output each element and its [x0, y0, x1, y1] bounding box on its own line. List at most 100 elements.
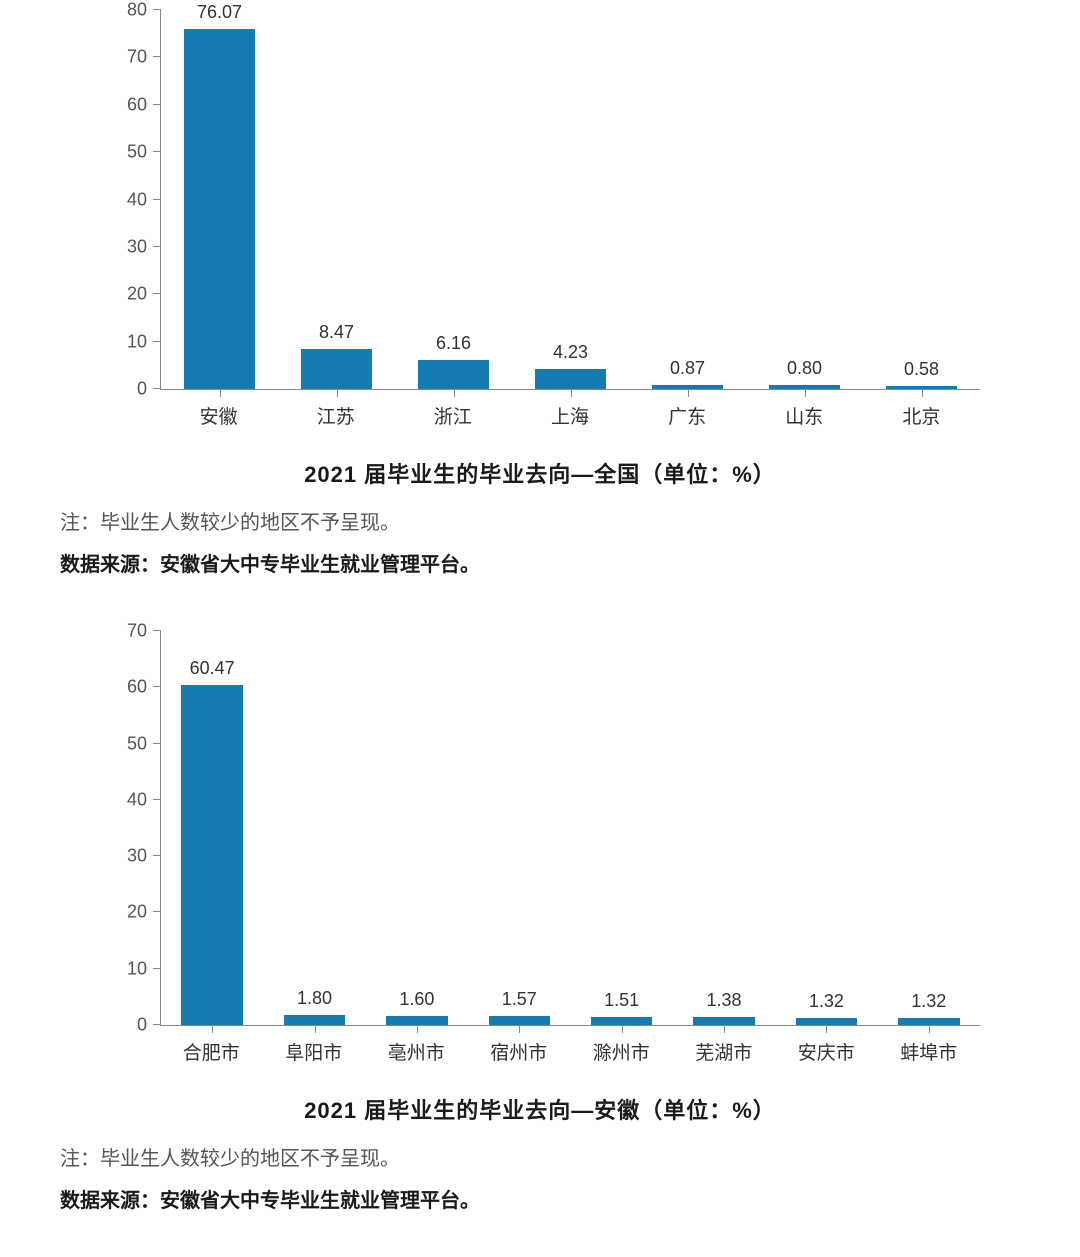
ytick-label: 70: [127, 621, 147, 642]
bar: 0.58: [886, 386, 956, 389]
xtick-mark: [826, 1025, 827, 1033]
ytick-label: 70: [127, 47, 147, 68]
bar-value-label: 0.80: [787, 358, 822, 379]
ytick-mark: [153, 341, 161, 342]
bar: 1.38: [693, 1017, 754, 1025]
bar-value-label: 1.38: [707, 990, 742, 1011]
xtick-mark: [622, 1025, 623, 1033]
bar-value-label: 60.47: [190, 658, 235, 679]
ytick-mark: [153, 104, 161, 105]
ytick-mark: [153, 9, 161, 10]
bar-slot: 1.60: [366, 631, 468, 1025]
bar: 1.32: [796, 1018, 857, 1025]
xtick-mark: [315, 1025, 316, 1033]
ytick-mark: [153, 799, 161, 800]
xlabel: 山东: [746, 402, 863, 429]
bar-value-label: 1.51: [604, 990, 639, 1011]
ytick-label: 60: [127, 94, 147, 115]
bar: 1.51: [591, 1017, 652, 1025]
bars-row: 76.078.476.164.230.870.800.58: [161, 10, 980, 389]
xlabel: 阜阳市: [263, 1038, 366, 1065]
xlabels-row: 安徽江苏浙江上海广东山东北京: [160, 402, 980, 429]
bar-value-label: 0.87: [670, 358, 705, 379]
bar-slot: 0.58: [863, 10, 980, 389]
note-text: 毕业生人数较少的地区不予呈现。: [100, 512, 400, 534]
bar: 6.16: [418, 360, 488, 389]
chart-block-1: 01020304050607060.471.801.601.571.511.38…: [0, 621, 1080, 1217]
bar-value-label: 0.58: [904, 359, 939, 380]
source-text: 安徽省大中专毕业生就业管理平台。: [160, 1190, 480, 1212]
note-prefix: 注：: [60, 1148, 100, 1170]
bar-slot: 0.80: [746, 10, 863, 389]
chart-title: 2021 届毕业生的毕业去向—全国（单位：%）: [60, 457, 1020, 489]
ytick-mark: [153, 686, 161, 687]
xlabel: 上海: [511, 402, 628, 429]
ytick-mark: [153, 743, 161, 744]
ytick-label: 0: [137, 1015, 147, 1036]
ytick-mark: [153, 293, 161, 294]
chart-area: 01020304050607060.471.801.601.571.511.38…: [160, 631, 980, 1065]
source-text: 安徽省大中专毕业生就业管理平台。: [160, 554, 480, 576]
bar: 60.47: [181, 685, 242, 1025]
xtick-mark: [519, 1025, 520, 1033]
bar-slot: 1.51: [571, 631, 673, 1025]
ytick-mark: [153, 968, 161, 969]
bar-value-label: 4.23: [553, 342, 588, 363]
ytick-label: 20: [127, 902, 147, 923]
bar-value-label: 76.07: [197, 2, 242, 23]
bar-slot: 1.32: [878, 631, 980, 1025]
ytick-label: 30: [127, 236, 147, 257]
xtick-mark: [417, 1025, 418, 1033]
xlabel: 浙江: [394, 402, 511, 429]
bar-value-label: 6.16: [436, 333, 471, 354]
ytick-label: 20: [127, 284, 147, 305]
source-prefix: 数据来源：: [60, 554, 160, 576]
ytick-label: 10: [127, 958, 147, 979]
ytick-mark: [153, 630, 161, 631]
ytick-mark: [153, 199, 161, 200]
source-prefix: 数据来源：: [60, 1190, 160, 1212]
chart-source: 数据来源：安徽省大中专毕业生就业管理平台。: [60, 1185, 1020, 1217]
ytick-label: 50: [127, 142, 147, 163]
xtick-mark: [724, 1025, 725, 1033]
xtick-mark: [220, 389, 221, 397]
ytick-label: 30: [127, 846, 147, 867]
bar: 0.80: [769, 385, 839, 389]
bar-value-label: 8.47: [319, 322, 354, 343]
xlabel: 合肥市: [160, 1038, 263, 1065]
xtick-mark: [688, 389, 689, 397]
bar-slot: 0.87: [629, 10, 746, 389]
ytick-mark: [153, 246, 161, 247]
ytick-label: 0: [137, 379, 147, 400]
ytick-label: 40: [127, 789, 147, 810]
chart-plot: 01020304050607060.471.801.601.571.511.38…: [160, 631, 980, 1026]
bar-value-label: 1.32: [809, 991, 844, 1012]
xlabel: 安庆市: [775, 1038, 878, 1065]
chart-note: 注：毕业生人数较少的地区不予呈现。: [60, 1143, 1020, 1175]
chart-note: 注：毕业生人数较少的地区不予呈现。: [60, 507, 1020, 539]
ytick-mark: [153, 1024, 161, 1025]
bar: 4.23: [535, 369, 605, 389]
bar-value-label: 1.32: [911, 991, 946, 1012]
bar: 1.57: [489, 1016, 550, 1025]
xtick-mark: [929, 1025, 930, 1033]
bar-slot: 1.80: [263, 631, 365, 1025]
chart-source: 数据来源：安徽省大中专毕业生就业管理平台。: [60, 549, 1020, 581]
ytick-mark: [153, 388, 161, 389]
bar: 1.60: [386, 1016, 447, 1025]
xlabel: 广东: [629, 402, 746, 429]
xtick-mark: [454, 389, 455, 397]
ytick-label: 80: [127, 0, 147, 21]
xtick-mark: [571, 389, 572, 397]
bars-row: 60.47 1.80 1.60 1.57 1.51 1.38 1.32 1.32: [161, 631, 980, 1025]
bar-slot: 1.38: [673, 631, 775, 1025]
ytick-label: 60: [127, 677, 147, 698]
ytick-mark: [153, 855, 161, 856]
xlabel: 滁州市: [570, 1038, 673, 1065]
bar: 0.87: [652, 385, 722, 389]
ytick-mark: [153, 56, 161, 57]
chart-area: 0102030405060708076.078.476.164.230.870.…: [160, 10, 980, 429]
ytick-label: 40: [127, 189, 147, 210]
xlabels-row: 合肥市阜阳市亳州市宿州市滁州市芜湖市安庆市蚌埠市: [160, 1038, 980, 1065]
xlabel: 芜湖市: [673, 1038, 776, 1065]
